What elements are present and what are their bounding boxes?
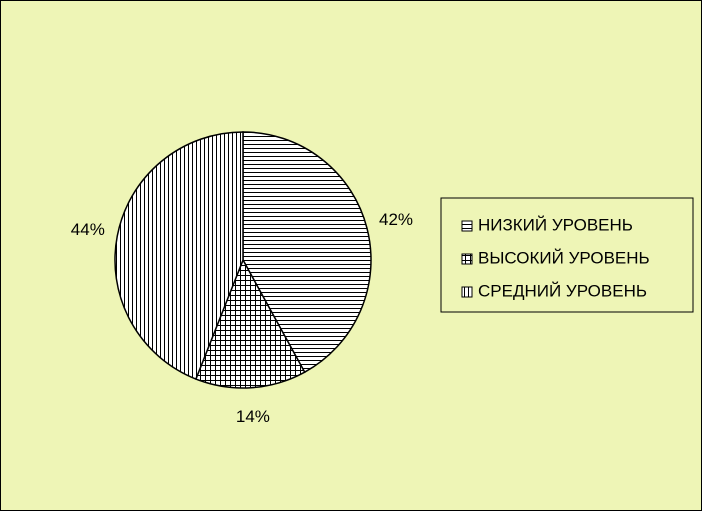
pie-slice (114, 131, 244, 380)
pie-slice (194, 258, 306, 389)
legend-label: НИЗКИЙ УРОВЕНЬ (478, 215, 633, 234)
data-label: 14% (236, 407, 270, 426)
legend-label: ВЫСОКИЙ УРОВЕНЬ (478, 248, 650, 267)
legend-swatch (461, 286, 473, 298)
data-label: 42% (379, 210, 413, 229)
data-label: 44% (71, 220, 105, 239)
pie-slice (242, 131, 372, 374)
legend-box (440, 197, 694, 313)
legend-swatch (461, 220, 473, 232)
legend-swatch (461, 253, 473, 265)
legend-label: СРЕДНИЙ УРОВЕНЬ (478, 281, 647, 300)
